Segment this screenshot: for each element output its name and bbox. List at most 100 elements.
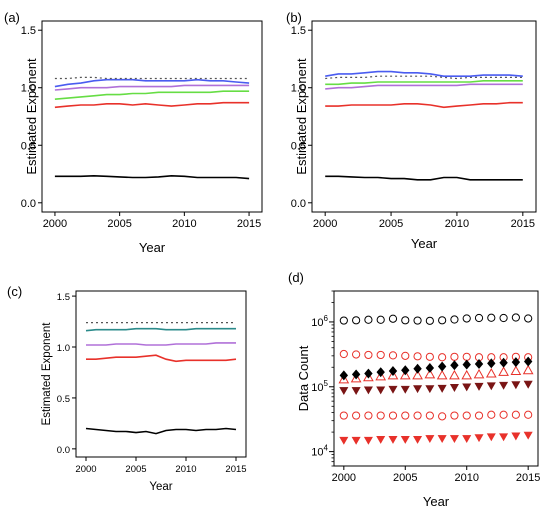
data-point-15 xyxy=(511,381,521,390)
data-point-13 xyxy=(485,368,497,378)
plot-frame xyxy=(75,290,247,458)
data-point-5 xyxy=(388,351,398,360)
data-point-2 xyxy=(352,316,361,325)
data-point-7 xyxy=(412,369,423,380)
x-tick-label: 2005 xyxy=(107,218,131,230)
x-axis-label: Year xyxy=(423,494,450,509)
data-point-7 xyxy=(413,411,422,420)
data-point-4 xyxy=(376,350,385,360)
data-point-12 xyxy=(474,382,484,391)
data-point-1 xyxy=(339,436,349,445)
x-tick-label: 2000 xyxy=(313,218,337,230)
data-point-3 xyxy=(363,371,374,382)
data-point-1 xyxy=(339,349,348,359)
data-point-10 xyxy=(449,369,460,380)
data-point-1 xyxy=(339,387,349,395)
y-axis-label: Estimated Exponent xyxy=(24,58,39,175)
data-point-5 xyxy=(387,369,399,380)
y-tick-label: 0.0 xyxy=(291,198,306,210)
y-tick-label: 1.0 xyxy=(21,83,36,95)
data-point-4 xyxy=(376,367,385,378)
data-point-11 xyxy=(462,359,471,370)
x-axis-label: Year xyxy=(139,240,166,255)
data-point-11 xyxy=(462,383,472,392)
series-line-2 xyxy=(86,354,237,363)
data-point-15 xyxy=(511,313,520,322)
series-line-4 xyxy=(85,327,236,332)
data-point-8 xyxy=(424,368,436,379)
data-point-4 xyxy=(375,370,387,381)
series-line-2 xyxy=(54,101,250,109)
series-line-3 xyxy=(86,342,236,346)
data-point-7 xyxy=(413,435,423,444)
data-point-2 xyxy=(351,369,361,380)
panel-a: 2000 2005 2010 2015 0.0 0.5 1.0 1.5 Year Estimate… xyxy=(4,10,263,255)
data-point-5 xyxy=(388,385,398,394)
series-3 xyxy=(338,364,534,384)
data-point-5 xyxy=(388,435,398,444)
data-point-10 xyxy=(450,360,459,371)
data-point-6 xyxy=(401,365,410,376)
data-point-12 xyxy=(474,434,484,443)
x-tick-label: 2000 xyxy=(332,472,356,484)
data-point-7 xyxy=(413,316,422,325)
data-point-8 xyxy=(425,385,435,394)
x-tick-label: 2015 xyxy=(511,218,535,230)
data-point-11 xyxy=(462,314,471,323)
data-point-10 xyxy=(450,315,459,324)
data-point-12 xyxy=(474,411,484,420)
y-tick-label: 0.0 xyxy=(57,445,70,456)
y-tick-label: 1.5 xyxy=(21,25,36,37)
data-point-10 xyxy=(450,352,459,361)
data-point-11 xyxy=(462,352,471,361)
data-point-1 xyxy=(339,411,348,420)
data-point-8 xyxy=(425,411,434,420)
x-tick-label: 2005 xyxy=(379,218,403,230)
panel-label: (d) xyxy=(288,270,304,285)
data-point-7 xyxy=(413,363,422,374)
data-point-8 xyxy=(425,352,434,361)
y-axis-label: Estimated Exponent xyxy=(41,322,53,426)
y-tick-label: 104 xyxy=(311,444,328,459)
data-point-3 xyxy=(363,436,373,445)
data-point-5 xyxy=(388,366,398,376)
data-point-1 xyxy=(338,373,350,384)
series-7 xyxy=(339,431,533,445)
y-tick-label: 1.0 xyxy=(57,343,70,354)
series-line-1 xyxy=(54,174,250,180)
data-point-12 xyxy=(474,313,484,323)
plot-frame xyxy=(311,20,537,213)
series-6 xyxy=(339,410,533,421)
panel-label: (a) xyxy=(4,10,20,25)
data-point-16 xyxy=(523,356,533,367)
x-tick-label: 2010 xyxy=(454,472,478,484)
panel-label: (c) xyxy=(7,284,22,299)
x-tick-label: 2015 xyxy=(225,464,246,475)
data-point-7 xyxy=(413,352,422,361)
data-point-9 xyxy=(437,361,447,372)
x-tick-label: 2015 xyxy=(516,472,540,484)
data-point-1 xyxy=(339,316,348,325)
y-axis-label: Data Count xyxy=(296,345,311,411)
series-4 xyxy=(339,356,533,381)
x-tick-label: 2005 xyxy=(125,464,146,475)
data-point-6 xyxy=(400,435,410,444)
y-tick-label: 105 xyxy=(311,379,328,394)
data-point-1 xyxy=(339,370,349,381)
data-point-10 xyxy=(449,435,459,443)
x-tick-label: 2000 xyxy=(43,218,67,230)
data-point-16 xyxy=(522,364,534,375)
panel-d: 2000 2005 2010 2015 104 105 106 Year Data Count (… xyxy=(288,270,540,509)
series-line-1 xyxy=(85,427,237,435)
x-axis-label: Year xyxy=(149,481,172,493)
series-line-3 xyxy=(54,90,250,100)
x-tick-label: 2000 xyxy=(75,464,96,475)
data-point-9 xyxy=(438,412,447,421)
data-point-4 xyxy=(376,315,385,324)
data-point-8 xyxy=(425,435,435,443)
data-point-11 xyxy=(462,411,471,420)
data-point-2 xyxy=(351,436,361,445)
series-line-1 xyxy=(325,175,523,181)
data-point-15 xyxy=(511,357,521,368)
data-point-4 xyxy=(376,435,386,444)
